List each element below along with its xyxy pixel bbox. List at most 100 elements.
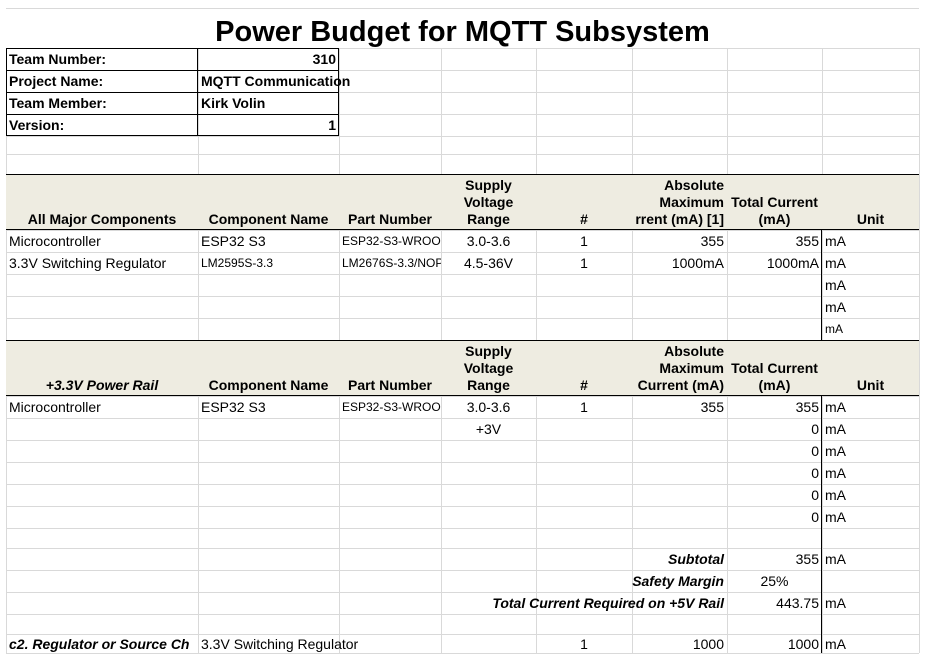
grid-row-line	[6, 48, 919, 49]
info-label: Team Number:	[9, 51, 106, 67]
regulator-abs-current: 1000	[692, 636, 724, 652]
info-value: 310	[312, 51, 336, 67]
table2-num-cell: 1	[580, 399, 588, 415]
table2-header-7: Unit	[822, 340, 919, 396]
regulator-unit: mA	[825, 636, 846, 652]
table1-header-label: #	[580, 211, 588, 227]
table1-unit-cell: mA	[825, 322, 843, 336]
info-row-line	[6, 114, 339, 115]
table1-total-cell: 355	[795, 233, 819, 249]
table1-unit-cell: mA	[825, 299, 846, 315]
summary-unit: mA	[825, 595, 846, 611]
table2-volt-cell: +3V	[475, 421, 502, 437]
table1-total-cell: 1000mA	[766, 255, 819, 271]
summary-unit: mA	[825, 551, 846, 567]
table1-comp-cell: Microcontroller	[9, 233, 101, 249]
info-label: Team Member:	[9, 95, 107, 111]
grid-row-line	[6, 506, 919, 507]
table1-unit-cell: mA	[825, 277, 846, 293]
info-label: Version:	[9, 117, 65, 133]
table1-volt-cell: 3.0-3.6	[466, 233, 511, 249]
table2-unit-cell: mA	[825, 465, 846, 481]
grid-row-line	[6, 8, 919, 9]
table1-header	[6, 174, 919, 230]
table2-header-2: Part Number	[339, 340, 441, 396]
grid-row-line	[6, 396, 919, 397]
grid-row-line	[6, 92, 919, 93]
table2-abs-cell: 355	[700, 399, 724, 415]
table2-header-label: Supply Voltage Range	[463, 343, 514, 393]
summary-value: 355	[795, 551, 819, 567]
grid-row-line	[6, 230, 919, 231]
grid-row-line	[6, 653, 919, 654]
grid-row-line	[6, 418, 919, 419]
table2-comp-cell: Microcontroller	[9, 399, 101, 415]
summary-label: Safety Margin	[632, 573, 724, 589]
table2-header	[6, 340, 919, 396]
grid-row-line	[6, 318, 919, 319]
table2-unit-cell: mA	[825, 421, 846, 437]
table1-header-label: Supply Voltage Range	[463, 177, 514, 227]
table1-header-5: Absolute Maximum rrent (mA) [1]	[632, 174, 727, 230]
table1-part-cell: LM2676S-3.3/NOP	[342, 256, 441, 270]
info-value: MQTT Communication	[201, 73, 351, 89]
table1-header-3: Supply Voltage Range	[441, 174, 536, 230]
info-row-line	[6, 92, 339, 93]
table1-comp-cell: 3.3V Switching Regulator	[9, 255, 167, 271]
summary-label: Total Current Required on +5V Rail	[492, 595, 724, 611]
grid-row-line	[6, 592, 919, 593]
table1-abs-cell: 355	[700, 233, 724, 249]
grid-row-line	[6, 70, 919, 71]
table1-header-label: Absolute Maximum rrent (mA) [1]	[635, 177, 724, 227]
table2-header-label: Unit	[856, 377, 885, 393]
grid-row-line	[6, 548, 919, 549]
table1-unit-cell: mA	[825, 233, 846, 249]
grid-row-line	[6, 440, 919, 441]
table2-header-label: #	[580, 377, 588, 393]
grid-row-line	[6, 154, 919, 155]
summary-label: Subtotal	[668, 551, 724, 567]
table2-total-cell: 0	[811, 487, 819, 503]
table2-header-label: Part Number	[347, 377, 433, 393]
table2-header-label: Absolute Maximum Current (mA)	[637, 343, 724, 393]
table1-header-label: Total Current (mA)	[731, 194, 818, 227]
table2-header-label: Total Current (mA)	[731, 360, 818, 393]
table1-header-2: Part Number	[339, 174, 441, 230]
grid-row-line	[6, 528, 919, 529]
grid-row-line	[6, 114, 919, 115]
grid-row-line	[6, 614, 919, 615]
table1-header-6: Total Current (mA)	[727, 174, 822, 230]
regulator-count: 1	[580, 636, 588, 652]
table1-header-label: Unit	[856, 211, 885, 227]
summary-value: 25%	[760, 573, 789, 589]
info-row-line	[6, 70, 339, 71]
table1-header-4: #	[536, 174, 632, 230]
table2-total-cell: 0	[811, 443, 819, 459]
table2-unit-cell: mA	[825, 399, 846, 415]
table2-header-4: #	[536, 340, 632, 396]
table2-header-5: Absolute Maximum Current (mA)	[632, 340, 727, 396]
table2-header-label: +3.3V Power Rail	[45, 377, 159, 393]
regulator-total-current: 1000	[787, 636, 819, 652]
grid-col-line	[919, 48, 920, 653]
info-label: Project Name:	[9, 73, 104, 89]
regulator-label: c2. Regulator or Source Ch	[9, 636, 190, 652]
table1-header-1: Component Name	[198, 174, 339, 230]
regulator-name: 3.3V Switching Regulator	[201, 636, 359, 652]
info-value: Kirk Volin	[201, 95, 266, 111]
table2-unit-cell: mA	[825, 487, 846, 503]
table1-header-label: Component Name	[208, 211, 329, 227]
grid-row-line	[6, 252, 919, 253]
table2-header-0: +3.3V Power Rail	[6, 340, 198, 396]
grid-row-line	[6, 462, 919, 463]
table2-unit-cell: mA	[825, 509, 846, 525]
grid-row-line	[6, 296, 919, 297]
table2-header-1: Component Name	[198, 340, 339, 396]
table1-part-cell: ESP32-S3-WROO	[342, 234, 441, 248]
grid-row-line	[6, 136, 919, 137]
table1-volt-cell: 4.5-36V	[463, 255, 514, 271]
table1-name-cell: LM2595S-3.3	[201, 256, 274, 270]
table2-part-cell: ESP32-S3-WROO	[342, 400, 441, 414]
table1-header-0: All Major Components	[6, 174, 198, 230]
table2-header-3: Supply Voltage Range	[441, 340, 536, 396]
